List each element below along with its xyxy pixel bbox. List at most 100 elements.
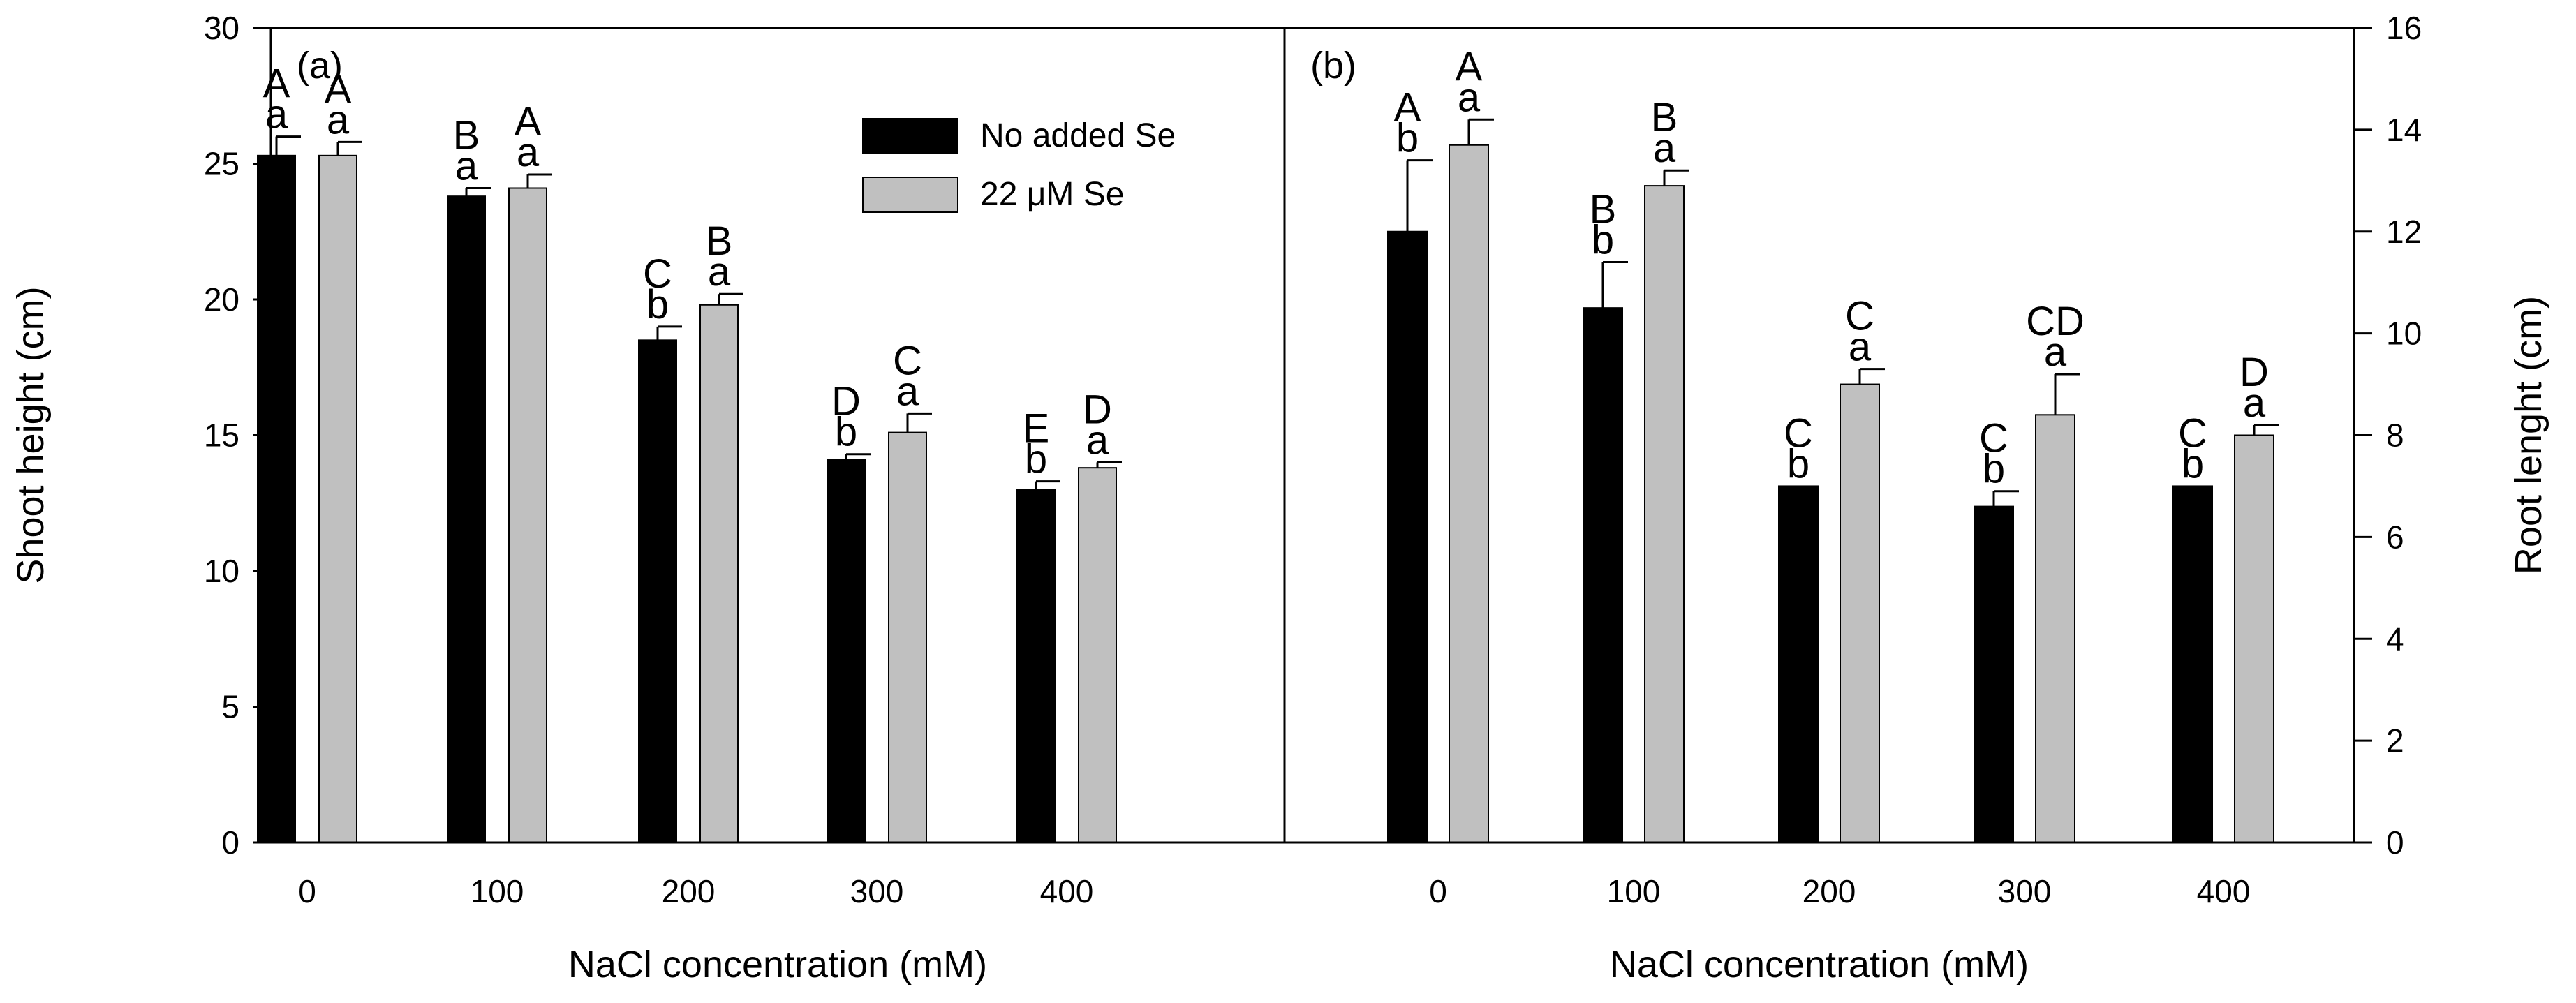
significance-upper-letter: C xyxy=(1845,294,1874,339)
significance-upper-letter: D xyxy=(831,379,861,424)
y-tick-label: 5 xyxy=(221,689,239,725)
x-tick-label: 300 xyxy=(1998,873,2052,909)
significance-upper-letter: A xyxy=(1394,85,1421,131)
bar-a-no-added-se-300 xyxy=(827,459,866,843)
x-tick-label: 400 xyxy=(1040,873,1094,909)
significance-upper-letter: B xyxy=(1651,95,1678,140)
y-tick-label: 0 xyxy=(2386,824,2404,861)
bar-a-no-added-se-200 xyxy=(638,339,677,844)
significance-upper-letter: D xyxy=(1083,387,1112,432)
y-tick-label: 25 xyxy=(204,146,239,182)
bar-a-22-μm-se-400 xyxy=(1078,467,1117,843)
y-tick-label: 15 xyxy=(204,417,239,454)
bar-b-no-added-se-200 xyxy=(1778,485,1819,843)
significance-upper-letter: A xyxy=(1456,44,1483,89)
y-tick-label: 12 xyxy=(2386,214,2422,250)
legend-swatch xyxy=(862,177,958,213)
significance-lower-letter: b xyxy=(1592,218,1614,263)
x-tick-label: 200 xyxy=(1803,873,1856,909)
significance-lower-letter: a xyxy=(708,249,731,295)
y-tick-label: 20 xyxy=(204,281,239,318)
x-tick-label: 300 xyxy=(850,873,904,909)
significance-lower-letter: a xyxy=(1849,325,1872,370)
significance-lower-letter: a xyxy=(517,130,540,175)
panel-label: (b) xyxy=(1310,45,1356,87)
bar-b-22-μm-se-100 xyxy=(1644,185,1685,843)
y-tick-label: 2 xyxy=(2386,722,2404,759)
legend-label: No added Se xyxy=(980,117,1176,154)
plot-frame xyxy=(269,27,2355,844)
x-tick-label: 100 xyxy=(471,873,524,909)
x-tick-label: 100 xyxy=(1607,873,1661,909)
significance-lower-letter: a xyxy=(1458,75,1481,120)
y-tick-label: 0 xyxy=(221,824,239,861)
significance-upper-letter: C xyxy=(643,251,672,297)
bar-b-no-added-se-400 xyxy=(2172,485,2213,843)
y-tick-label: 30 xyxy=(204,10,239,46)
bar-a-22-μm-se-0 xyxy=(318,154,357,843)
bar-b-22-μm-se-400 xyxy=(2234,434,2274,843)
significance-lower-letter: b xyxy=(1787,441,1809,486)
panel-label: (a) xyxy=(297,45,343,87)
bar-b-no-added-se-300 xyxy=(1974,505,2014,843)
significance-lower-letter: b xyxy=(1025,437,1047,482)
x-tick-label: 0 xyxy=(1429,873,1447,909)
significance-lower-letter: a xyxy=(896,369,919,414)
bar-b-22-μm-se-300 xyxy=(2035,414,2075,843)
significance-upper-letter: A xyxy=(515,99,542,144)
legend: No added Se 22 μM Se xyxy=(862,117,1176,213)
bar-a-22-μm-se-100 xyxy=(508,187,547,843)
significance-lower-letter: a xyxy=(2243,380,2266,426)
significance-lower-letter: a xyxy=(265,92,288,138)
x-tick-label: 200 xyxy=(662,873,716,909)
bar-a-no-added-se-400 xyxy=(1016,489,1056,843)
bar-b-22-μm-se-0 xyxy=(1449,144,1489,844)
significance-lower-letter: b xyxy=(835,410,857,455)
y-tick-label: 14 xyxy=(2386,112,2422,148)
y-tick-label: 4 xyxy=(2386,621,2404,657)
bar-b-no-added-se-0 xyxy=(1387,230,1428,843)
legend-swatch xyxy=(862,118,958,154)
significance-lower-letter: a xyxy=(2044,329,2067,375)
significance-upper-letter: A xyxy=(325,66,352,112)
significance-upper-letter: C xyxy=(1784,410,1813,456)
significance-upper-letter: C xyxy=(893,338,922,383)
significance-lower-letter: a xyxy=(1086,417,1109,463)
significance-lower-letter: b xyxy=(2182,441,2204,486)
significance-upper-letter: B xyxy=(453,113,480,158)
significance-lower-letter: b xyxy=(1396,116,1419,161)
significance-upper-letter: D xyxy=(2240,350,2269,395)
significance-lower-letter: a xyxy=(327,97,350,142)
axes-layer xyxy=(253,27,2372,844)
x-axis-title: NaCl concentration (mM) xyxy=(1610,944,2029,986)
bar-a-22-μm-se-200 xyxy=(699,304,739,843)
significance-upper-letter: A xyxy=(263,61,290,107)
bar-b-no-added-se-100 xyxy=(1583,307,1623,843)
x-tick-label: 0 xyxy=(298,873,316,909)
bars-layer xyxy=(257,118,2279,844)
y-tick-label: 16 xyxy=(2386,10,2422,46)
bar-a-no-added-se-100 xyxy=(447,195,486,843)
y-tick-label: 10 xyxy=(204,553,239,589)
x-axis-title: NaCl concentration (mM) xyxy=(568,944,987,986)
bar-a-no-added-se-0 xyxy=(257,154,296,843)
bar-b-22-μm-se-200 xyxy=(1840,383,1880,843)
y-tick-label: 10 xyxy=(2386,315,2422,352)
significance-lower-letter: a xyxy=(455,144,478,189)
significance-lower-letter: b xyxy=(1983,447,2005,492)
significance-upper-letter: C xyxy=(1979,416,2008,461)
significance-upper-letter: C xyxy=(2178,410,2207,456)
significance-upper-letter: CD xyxy=(2026,299,2085,344)
y-axis-title: Shoot height (cm) xyxy=(10,286,52,584)
significance-lower-letter: b xyxy=(646,282,669,327)
significance-lower-letter: a xyxy=(1653,126,1676,171)
x-tick-label: 400 xyxy=(2197,873,2251,909)
bar-a-22-μm-se-300 xyxy=(888,431,927,843)
y-tick-label: 6 xyxy=(2386,519,2404,555)
significance-upper-letter: E xyxy=(1023,406,1050,452)
y-tick-label: 8 xyxy=(2386,417,2404,454)
legend-label: 22 μM Se xyxy=(980,176,1124,213)
y-axis-title: Root lenght (cm) xyxy=(2508,296,2549,574)
